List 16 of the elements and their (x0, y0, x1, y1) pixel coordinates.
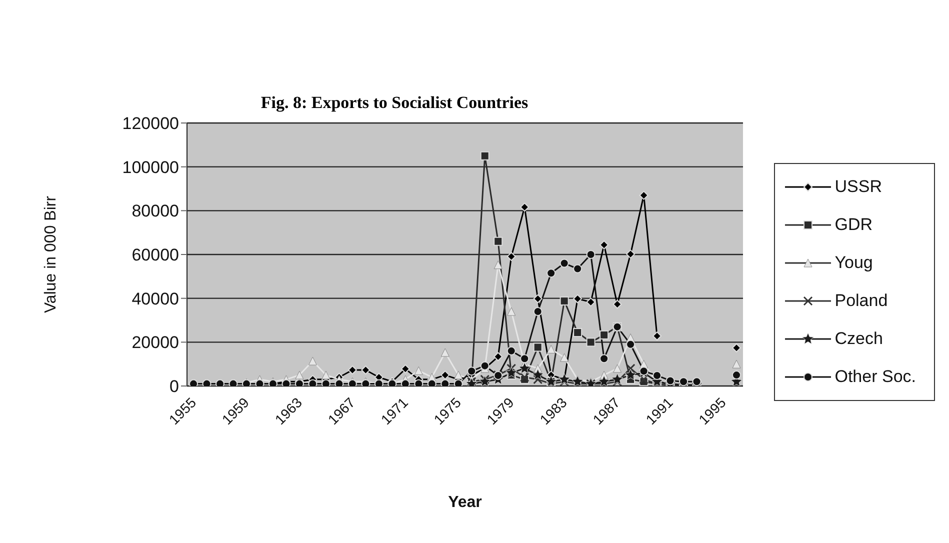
chart-title: Fig. 8: Exports to Socialist Countries (260, 93, 528, 114)
y-tick-label: 120000 (122, 114, 179, 134)
y-tick-label: 100000 (122, 158, 179, 177)
legend-label: Czech (834, 329, 883, 349)
y-axis-title: Value in 000 Birr (42, 195, 60, 314)
x-axis-title: Year (448, 494, 482, 511)
legend-label: Other Soc. (834, 367, 916, 387)
y-tick-label: 0 (170, 377, 179, 396)
y-tick-label: 80000 (132, 202, 179, 221)
legend-label: USSR (834, 177, 882, 197)
legend-label: Youg (834, 253, 873, 273)
legend-label: GDR (834, 215, 873, 235)
y-tick-label: 40000 (132, 289, 179, 308)
legend-label: Poland (834, 291, 888, 311)
y-tick-label: 20000 (132, 333, 179, 352)
y-tick-label: 60000 (132, 246, 179, 265)
